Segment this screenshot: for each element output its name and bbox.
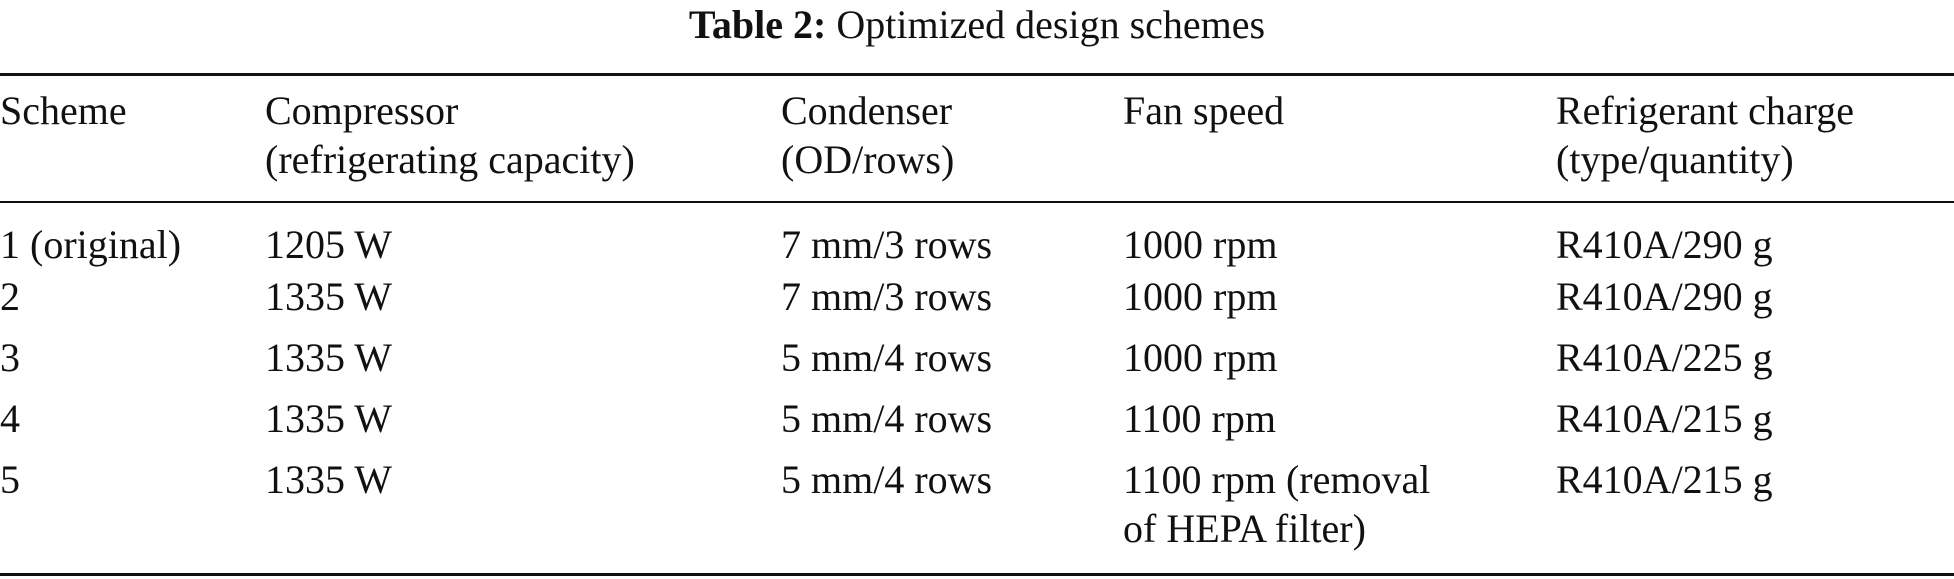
cell-compressor: 1335 W [265, 457, 393, 502]
table-row: 5 1335 W 5 mm/4 rows 1100 rpm (removal o… [0, 455, 1954, 565]
cell-fan-speed: 1000 rpm [1123, 222, 1278, 267]
cell-refrigerant: R410A/215 g [1556, 457, 1773, 502]
cell-compressor: 1335 W [265, 396, 393, 441]
cell-scheme: 5 [0, 457, 20, 502]
table-row: 3 1335 W 5 mm/4 rows 1000 rpm R410A/225 … [0, 333, 1954, 394]
cell-condenser: 5 mm/4 rows [781, 396, 993, 441]
cell-compressor: 1335 W [265, 274, 393, 319]
header-condenser-line1: Condenser [781, 88, 953, 133]
cell-fan-speed: 1100 rpm [1123, 396, 1276, 441]
cell-fan-speed-line2: of HEPA filter) [1123, 506, 1366, 551]
cell-scheme: 3 [0, 335, 20, 380]
header-refrigerant-line1: Refrigerant charge [1556, 88, 1854, 133]
table-row: 2 1335 W 7 mm/3 rows 1000 rpm R410A/290 … [0, 272, 1954, 333]
cell-refrigerant: R410A/290 g [1556, 222, 1773, 267]
cell-fan-speed: 1100 rpm (removal of HEPA filter) [1123, 455, 1556, 565]
header-fan-speed: Fan speed [1123, 76, 1556, 211]
cell-scheme: 2 [0, 274, 20, 319]
table-caption-text: Optimized design schemes [836, 2, 1266, 47]
header-scheme-line1: Scheme [0, 88, 127, 133]
cell-fan-speed-line1: 1100 rpm (removal [1123, 457, 1431, 502]
header-refrigerant: Refrigerant charge (type/quantity) [1556, 76, 1954, 211]
table-row: 1 (original) 1205 W 7 mm/3 rows 1000 rpm… [0, 211, 1954, 272]
header-compressor-line2: (refrigerating capacity) [265, 137, 635, 182]
cell-compressor: 1205 W [265, 222, 393, 267]
bottom-rule [0, 573, 1954, 576]
cell-condenser: 5 mm/4 rows [781, 457, 993, 502]
cell-fan-speed: 1000 rpm [1123, 274, 1278, 319]
header-compressor-line1: Compressor [265, 88, 459, 133]
cell-condenser: 5 mm/4 rows [781, 335, 993, 380]
cell-compressor: 1335 W [265, 335, 393, 380]
cell-refrigerant: R410A/225 g [1556, 335, 1773, 380]
cell-scheme: 1 (original) [0, 222, 182, 267]
header-condenser-line2: (OD/rows) [781, 137, 955, 182]
cell-fan-speed: 1000 rpm [1123, 335, 1278, 380]
top-rule [0, 73, 1954, 76]
cell-scheme: 4 [0, 396, 20, 441]
table-caption: Table 2: Optimized design schemes [0, 0, 1954, 50]
table-row: 4 1335 W 5 mm/4 rows 1100 rpm R410A/215 … [0, 394, 1954, 455]
header-refrigerant-line2: (type/quantity) [1556, 137, 1794, 182]
header-fan-speed-line1: Fan speed [1123, 88, 1285, 133]
header-condenser: Condenser (OD/rows) [781, 76, 1123, 211]
design-schemes-table: Scheme Compressor (refrigerating capacit… [0, 76, 1954, 565]
header-compressor: Compressor (refrigerating capacity) [265, 76, 781, 211]
header-rule [0, 201, 1954, 203]
table-header-row: Scheme Compressor (refrigerating capacit… [0, 76, 1954, 211]
cell-condenser: 7 mm/3 rows [781, 222, 993, 267]
cell-refrigerant: R410A/290 g [1556, 274, 1773, 319]
table-caption-label: Table 2: [688, 2, 827, 47]
cell-condenser: 7 mm/3 rows [781, 274, 993, 319]
cell-refrigerant: R410A/215 g [1556, 396, 1773, 441]
header-scheme: Scheme [0, 76, 265, 211]
